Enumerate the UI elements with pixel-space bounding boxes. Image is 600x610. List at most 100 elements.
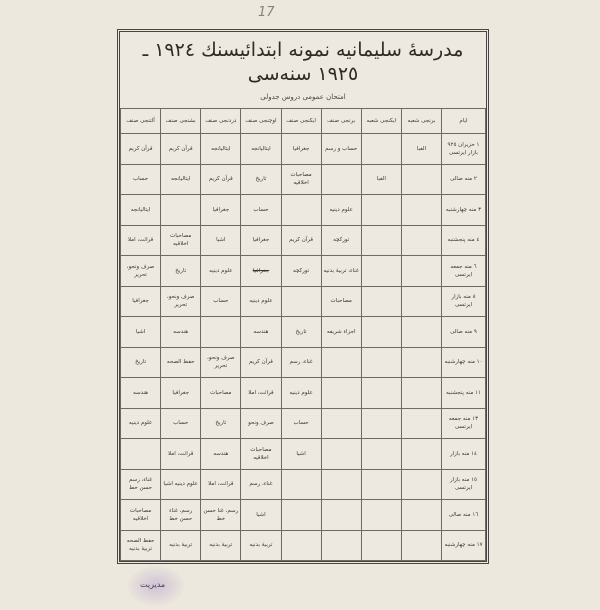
subject-cell bbox=[280, 285, 322, 317]
subject-cell bbox=[320, 163, 362, 195]
subject-cell bbox=[320, 438, 362, 470]
subject-cell bbox=[400, 285, 443, 317]
subject-cell bbox=[280, 529, 322, 561]
day-cell: ٩ منه صالی bbox=[441, 316, 486, 348]
subject-cell bbox=[200, 316, 242, 348]
table-row: ١٥ منه بازار ایرتسی غناء، رسم قرائت، املا ع… bbox=[119, 468, 486, 500]
document-title: مدرسهٔ سلیمانیه نمونه ابتدائیسنك ١٩٢٤ ـ … bbox=[142, 39, 464, 85]
table-row: ١٣ منه جمعه ایرتسی حساب صرف ونحو تاریخ حساب ع… bbox=[119, 407, 486, 439]
footer-area: مدیریت bbox=[117, 564, 600, 610]
subject-cell bbox=[400, 529, 443, 561]
subject-cell: ایتالیانجه bbox=[119, 194, 162, 226]
day-cell: ١٧ منه چهارشنبه bbox=[441, 529, 486, 561]
subject-cell: رسم، غناء حسن خط bbox=[160, 499, 202, 531]
signature: مدیریت bbox=[140, 580, 166, 589]
subject-cell: اشیا bbox=[280, 438, 322, 470]
subject-cell: توركچه bbox=[280, 255, 322, 287]
day-cell: ١٤ منه بازار bbox=[441, 438, 486, 470]
subject-cell: جغرافیا bbox=[200, 194, 242, 226]
subject-cell: رسم، غنا حسن خط bbox=[200, 499, 242, 531]
seal-stamp bbox=[128, 566, 184, 606]
subject-cell bbox=[320, 407, 362, 439]
column-header: آلتنجی صنف bbox=[119, 108, 162, 134]
subject-cell: مصاحبات bbox=[200, 377, 242, 409]
subject-cell bbox=[400, 255, 443, 287]
subject-cell bbox=[280, 499, 322, 531]
subject-cell: صرف ونحو، تحریر bbox=[200, 346, 242, 378]
subject-cell bbox=[360, 407, 402, 439]
day-cell: ٣ منه چهارشنبه bbox=[441, 194, 486, 226]
subject-cell bbox=[400, 468, 443, 500]
subject-cell: جغرافیا bbox=[119, 285, 162, 317]
column-header: برنجی شعبه bbox=[400, 108, 443, 134]
table-row: ٣ منه چهارشنبه علوم دینیه حساب جغرافیا ایتال… bbox=[119, 194, 486, 226]
subject-cell: تاریخ bbox=[160, 255, 202, 287]
subject-cell bbox=[360, 529, 402, 561]
page-number: 17 bbox=[258, 5, 275, 20]
day-cell: ٦ منه جمعه ایرتسی bbox=[441, 255, 486, 287]
day-cell: ١٠ منه چهارشنبه bbox=[441, 346, 486, 378]
subject-cell bbox=[360, 499, 402, 531]
schedule-frame: مدرسهٔ سلیمانیه نمونه ابتدائیسنك ١٩٢٤ ـ … bbox=[117, 29, 489, 564]
subject-cell: تربیهٔ بدنیه bbox=[240, 529, 282, 561]
day-cell: ١٦ منه صالی bbox=[441, 499, 486, 531]
document-subtitle: امتحان عمومی دروس جدولی bbox=[260, 93, 346, 101]
subject-cell: تربیهٔ بدنیه bbox=[200, 529, 242, 561]
subject-cell: علوم دینیه bbox=[200, 255, 242, 287]
subject-cell: اجزاء شریفه bbox=[320, 316, 362, 348]
subject-cell: مصاحبات اخلاقیه bbox=[240, 438, 282, 470]
subject-cell: قرائت، املا bbox=[240, 377, 282, 409]
column-header: برنجی صنف bbox=[320, 108, 362, 134]
subject-cell: ایتالیانجه bbox=[200, 133, 242, 165]
subject-cell: حساب bbox=[240, 194, 282, 226]
subject-cell bbox=[400, 163, 443, 195]
subject-cell: علوم دینیه bbox=[240, 285, 282, 317]
subject-cell: قرآن کریم bbox=[119, 133, 162, 165]
subject-cell: صرف ونحو، تحریر bbox=[119, 255, 162, 287]
subject-cell bbox=[400, 438, 443, 470]
table-row: ٢ منه صالی الفبا مصاحبات اخلاقیه تاریخ قرآن … bbox=[119, 163, 486, 195]
subject-cell bbox=[360, 224, 402, 256]
day-cell: ٢ منه صالی bbox=[441, 163, 486, 195]
subject-cell: حساب و رسم bbox=[320, 133, 362, 165]
subject-cell: علوم دینیه bbox=[280, 377, 322, 409]
subject-cell: الفبا bbox=[360, 163, 402, 195]
subject-cell bbox=[360, 438, 402, 470]
subject-cell: مصاحبات اخلاقیه bbox=[280, 163, 322, 195]
column-header: ایام bbox=[441, 108, 486, 134]
day-cell: ١ حزیران ٩٢٥ بازار ایرتسی bbox=[441, 133, 486, 165]
table-row: ١٧ منه چهارشنبه تربیهٔ بدنیه تربیهٔ بدنیه ت… bbox=[119, 529, 486, 561]
subject-cell: تاریخ bbox=[240, 163, 282, 195]
subject-cell: غناء، تربیهٔ بدنیه bbox=[320, 255, 362, 287]
subject-cell bbox=[360, 316, 402, 348]
subject-cell: حفظ الصحه تربیهٔ بدنیه bbox=[119, 529, 162, 561]
table-row: ١٠ منه چهارشنبه غناء، رسم قرآن کریم صرف ونح… bbox=[119, 346, 486, 378]
subject-cell: اشیا bbox=[119, 316, 162, 348]
subject-cell bbox=[360, 377, 402, 409]
subject-cell: اشیا bbox=[240, 499, 282, 531]
subject-cell: ایتالیانجه bbox=[240, 133, 282, 165]
table-row: ٦ منه جمعه ایرتسی غناء، تربیهٔ بدنیه توركچ… bbox=[119, 255, 486, 287]
subject-cell: جغرافیا bbox=[240, 224, 282, 256]
day-cell: ٨ منه بازار ایرتسی bbox=[441, 285, 486, 317]
subject-cell bbox=[360, 133, 402, 165]
subject-cell bbox=[280, 468, 322, 500]
subject-cell: الفبا bbox=[400, 133, 443, 165]
subject-cell bbox=[400, 499, 443, 531]
subject-cell: مصاحبات اخلاقیه bbox=[160, 224, 202, 256]
header-row: ایام برنجی شعبه ایکنجی شعبه برنجی صنف ایکنجی… bbox=[119, 108, 486, 134]
subject-cell: حساب bbox=[200, 285, 242, 317]
subject-cell: هندسه bbox=[200, 438, 242, 470]
subject-cell: جغرافیا bbox=[160, 377, 202, 409]
table-row: ٤ منه پنجشنبه توركچه قرآن کریم جغرافیا اشیا م… bbox=[119, 224, 486, 256]
subject-cell: جغرافیا bbox=[280, 133, 322, 165]
subject-cell: هندسه bbox=[119, 377, 162, 409]
subject-cell: صرف ونحو bbox=[240, 407, 282, 439]
subject-cell: قرائت، املا bbox=[119, 224, 162, 256]
subject-cell: قرائت، املا bbox=[160, 438, 202, 470]
subject-cell: تاریخ bbox=[200, 407, 242, 439]
column-header: اوچنجی صنف bbox=[240, 108, 282, 134]
subject-cell: قرآن کریم bbox=[200, 163, 242, 195]
subject-cell: صرف ونحو، تحریر bbox=[160, 285, 202, 317]
subject-cell: توركچه bbox=[320, 224, 362, 256]
